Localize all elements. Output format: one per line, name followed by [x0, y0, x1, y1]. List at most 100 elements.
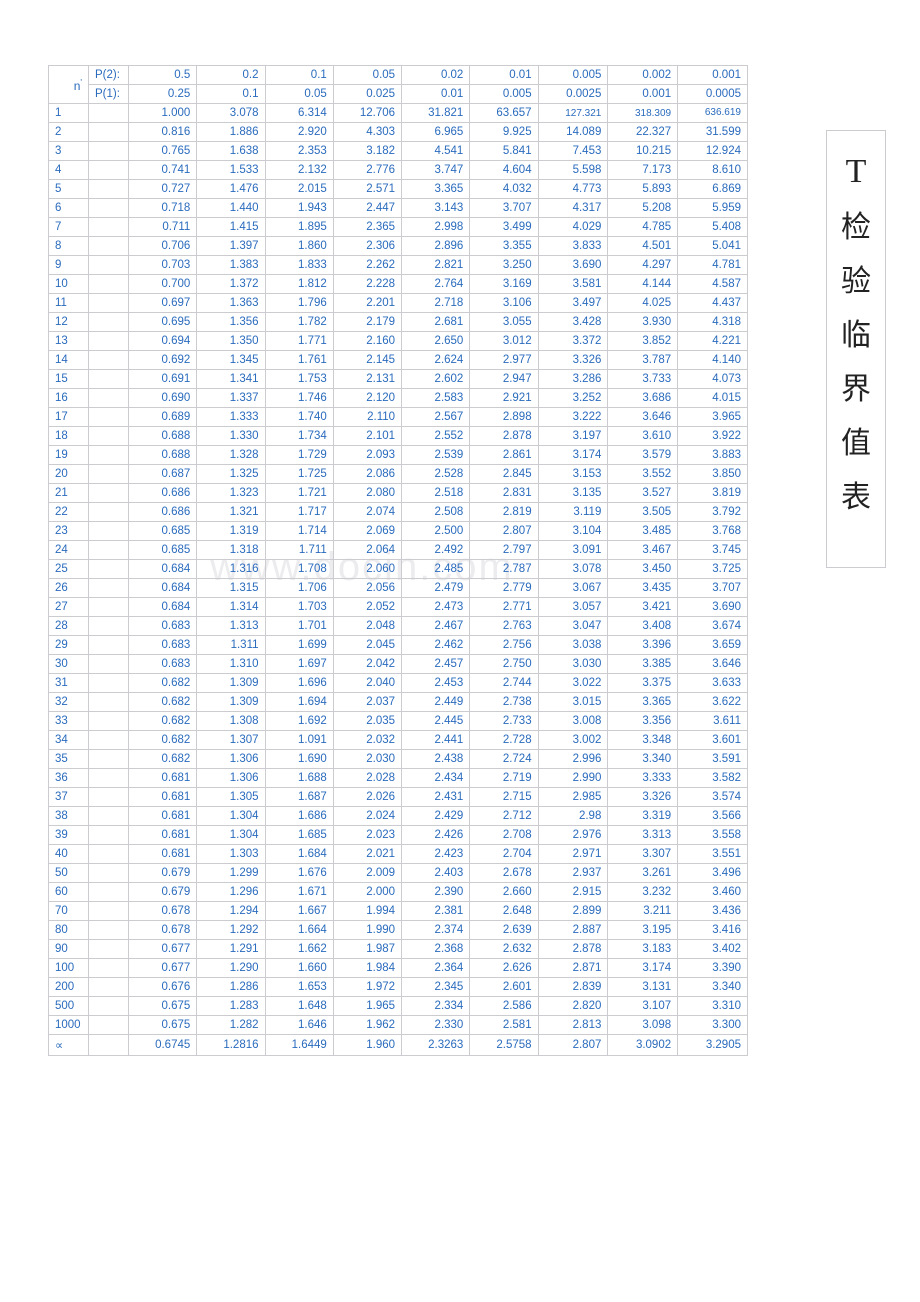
table-cell: 2.650 [402, 332, 470, 351]
row-empty-cell [89, 560, 129, 579]
table-cell: 2.660 [470, 883, 538, 902]
table-cell: 1.660 [265, 959, 333, 978]
table-cell: 2.093 [333, 446, 401, 465]
table-cell: 2.479 [402, 579, 470, 598]
table-row: 120.6951.3561.7822.1792.6813.0553.4283.9… [49, 313, 748, 332]
table-row: 270.6841.3141.7032.0522.4732.7713.0573.4… [49, 598, 748, 617]
table-row: 190.6881.3281.7292.0932.5392.8613.1743.5… [49, 446, 748, 465]
table-cell: 3.319 [608, 807, 678, 826]
row-empty-cell [89, 997, 129, 1016]
table-cell: 1.687 [265, 788, 333, 807]
table-cell: 2.807 [538, 1035, 608, 1056]
row-empty-cell [89, 731, 129, 750]
table-cell: 1.646 [265, 1016, 333, 1035]
table-cell: 2.98 [538, 807, 608, 826]
table-cell: 2.390 [402, 883, 470, 902]
table-cell: 2.681 [402, 313, 470, 332]
table-cell: 5.408 [678, 218, 748, 237]
table-cell: 3.485 [608, 522, 678, 541]
row-n-label: 8 [49, 237, 89, 256]
table-cell: 3.038 [538, 636, 608, 655]
table-cell: 0.692 [129, 351, 197, 370]
table-cell: 2.026 [333, 788, 401, 807]
row-n-label: 34 [49, 731, 89, 750]
table-cell: 5.959 [678, 199, 748, 218]
table-cell: 3.222 [538, 408, 608, 427]
row-empty-cell [89, 351, 129, 370]
n-prime-label: n' [74, 79, 82, 93]
table-cell: 1.383 [197, 256, 265, 275]
title-char-6: 表 [827, 483, 885, 513]
table-cell: 1.306 [197, 769, 265, 788]
row-n-label: 35 [49, 750, 89, 769]
table-cell: 3.250 [470, 256, 538, 275]
table-cell: 3.428 [538, 313, 608, 332]
table-cell: 3.131 [608, 978, 678, 997]
title-char-0: T [827, 155, 885, 189]
table-cell: 4.437 [678, 294, 748, 313]
table-cell: 3.496 [678, 864, 748, 883]
table-cell: 1.328 [197, 446, 265, 465]
row-n-label: 15 [49, 370, 89, 389]
table-cell: 4.785 [608, 218, 678, 237]
table-cell: 3.505 [608, 503, 678, 522]
table-cell: 1.648 [265, 997, 333, 1016]
table-cell: 1.796 [265, 294, 333, 313]
table-cell: 1.782 [265, 313, 333, 332]
table-cell: 5.598 [538, 161, 608, 180]
table-cell: 2.449 [402, 693, 470, 712]
table-cell: 3.566 [678, 807, 748, 826]
table-cell: 3.174 [538, 446, 608, 465]
row-n-label: 27 [49, 598, 89, 617]
header-p1-7: 0.001 [608, 85, 678, 104]
row-n-label: 18 [49, 427, 89, 446]
table-cell: 2.920 [265, 123, 333, 142]
table-cell: 0.688 [129, 446, 197, 465]
row-n-label: 28 [49, 617, 89, 636]
table-cell: 14.089 [538, 123, 608, 142]
row-n-label: 100 [49, 959, 89, 978]
table-cell: 3.0902 [608, 1035, 678, 1056]
table-cell: 4.303 [333, 123, 401, 142]
table-cell: 1.307 [197, 731, 265, 750]
table-row: 230.6851.3191.7142.0692.5002.8073.1043.4… [49, 522, 748, 541]
table-row: 10000.6751.2821.6461.9622.3302.5812.8133… [49, 1016, 748, 1035]
table-cell: 3.098 [608, 1016, 678, 1035]
header-p1-4: 0.01 [402, 85, 470, 104]
table-cell: 3.579 [608, 446, 678, 465]
table-cell: 2.434 [402, 769, 470, 788]
table-cell: 2.330 [402, 1016, 470, 1035]
table-cell: 0.682 [129, 693, 197, 712]
table-cell: 2.819 [470, 503, 538, 522]
table-cell: 3.551 [678, 845, 748, 864]
table-cell: 9.925 [470, 123, 538, 142]
table-cell: 3.055 [470, 313, 538, 332]
table-cell: 2.813 [538, 1016, 608, 1035]
table-cell: 3.261 [608, 864, 678, 883]
table-cell: 1.696 [265, 674, 333, 693]
table-cell: 3.333 [608, 769, 678, 788]
table-cell: 1.740 [265, 408, 333, 427]
table-cell: 3.022 [538, 674, 608, 693]
row-n-label: 1 [49, 104, 89, 123]
row-empty-cell [89, 218, 129, 237]
table-cell: 1.309 [197, 693, 265, 712]
table-cell: 1.714 [265, 522, 333, 541]
table-row: 30.7651.6382.3533.1824.5415.8417.45310.2… [49, 142, 748, 161]
table-cell: 2.485 [402, 560, 470, 579]
table-cell: 2.074 [333, 503, 401, 522]
table-cell: 0.697 [129, 294, 197, 313]
row-empty-cell [89, 1016, 129, 1035]
table-cell: 1.323 [197, 484, 265, 503]
table-cell: 2.861 [470, 446, 538, 465]
table-cell: 3.965 [678, 408, 748, 427]
table-cell: 1.282 [197, 1016, 265, 1035]
table-cell: 2.733 [470, 712, 538, 731]
table-cell: 0.684 [129, 598, 197, 617]
table-cell: 3.450 [608, 560, 678, 579]
table-cell: 1.721 [265, 484, 333, 503]
table-cell: 1.533 [197, 161, 265, 180]
row-empty-cell [89, 161, 129, 180]
table-cell: 1.729 [265, 446, 333, 465]
table-cell: 4.318 [678, 313, 748, 332]
